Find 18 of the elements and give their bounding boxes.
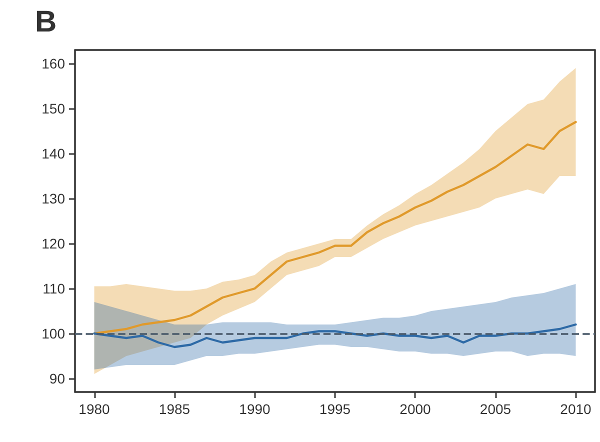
chart-title: B xyxy=(35,6,57,38)
y-tick-label: 100 xyxy=(42,326,66,342)
x-tick-label: 2005 xyxy=(480,401,512,417)
y-tick-label: 110 xyxy=(42,280,66,296)
y-tick-label: 160 xyxy=(42,56,66,72)
line-series xyxy=(93,323,577,348)
y-tick-label: 130 xyxy=(42,190,66,206)
x-tick-label: 2010 xyxy=(560,401,592,417)
x-tick-label: 1980 xyxy=(78,401,110,417)
x-tick-label: 2000 xyxy=(400,401,432,417)
y-tick-label: 150 xyxy=(42,100,66,116)
y-tick-label: 120 xyxy=(42,236,66,252)
y-tick-label: 140 xyxy=(42,146,66,162)
x-tick-label: 1985 xyxy=(158,401,190,417)
x-tick-label: 1995 xyxy=(319,401,351,417)
x-tick-label: 1990 xyxy=(239,401,271,417)
line-series xyxy=(93,120,577,335)
y-tick-label: 90 xyxy=(49,370,66,386)
